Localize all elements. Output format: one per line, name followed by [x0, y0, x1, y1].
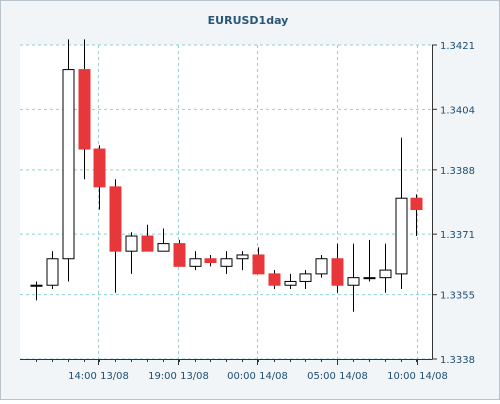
x-tick-label: 19:00 13/08: [148, 371, 209, 382]
candle-body-down: [93, 148, 106, 188]
candles: [30, 39, 423, 312]
candle-body-up: [315, 258, 328, 275]
candle-body-down: [252, 254, 265, 275]
candle: [315, 254, 328, 278]
candle: [331, 243, 344, 293]
candle-body-down: [268, 273, 281, 286]
candle: [268, 270, 281, 290]
y-tick-label: 1.3355: [440, 291, 475, 302]
candle: [284, 273, 297, 290]
candle-body-down: [78, 69, 91, 150]
candle-body-up: [220, 258, 233, 267]
candle-body-down: [204, 258, 217, 264]
candle: [347, 243, 360, 312]
candle: [395, 137, 408, 290]
candle: [93, 145, 106, 210]
candle: [78, 39, 91, 180]
candle: [379, 243, 392, 293]
x-tick-label: 00:00 14/08: [227, 371, 288, 382]
y-tick-label: 1.3388: [440, 166, 475, 177]
candle: [141, 224, 154, 252]
candle-body-up: [30, 284, 43, 287]
candle-body-up: [284, 280, 297, 286]
y-tick-label: 1.3338: [440, 355, 475, 366]
candle-body-up: [157, 243, 170, 252]
x-tick-label: 05:00 14/08: [307, 371, 368, 382]
candle-body-up: [46, 258, 59, 286]
candle-body-up: [299, 273, 312, 282]
candle: [410, 194, 423, 237]
candle: [109, 179, 122, 293]
candle-body-down: [410, 197, 423, 211]
candle: [236, 251, 249, 271]
y-tick-label: 1.3404: [440, 105, 475, 116]
candle: [189, 251, 202, 271]
candle-body-up: [363, 277, 376, 280]
candle-body-up: [125, 235, 138, 252]
y-tick-label: 1.3421: [440, 41, 475, 52]
candle-body-up: [62, 69, 75, 260]
candle: [62, 39, 75, 282]
candle-body-down: [141, 235, 154, 252]
axes: [20, 44, 437, 365]
candle: [220, 251, 233, 274]
candle-body-down: [109, 186, 122, 252]
candle: [173, 239, 186, 267]
candle: [125, 232, 138, 274]
y-axis-tick-labels: 1.3338 1.3355 1.3371 1.3388 1.3404 1.3421: [440, 41, 475, 366]
candle-body-up: [395, 197, 408, 275]
candle-body-up: [347, 277, 360, 286]
candle-body-down: [331, 258, 344, 286]
candle: [363, 239, 376, 282]
candle: [299, 270, 312, 290]
candle-body-up: [189, 258, 202, 267]
candle: [30, 281, 43, 301]
candle: [157, 228, 170, 252]
candle-body-up: [236, 254, 249, 260]
chart-title: EURUSD1day: [208, 14, 289, 27]
candle: [252, 247, 265, 275]
x-tick-label: 14:00 13/08: [68, 371, 129, 382]
x-axis-tick-labels: 14:00 13/08 19:00 13/08 00:00 14/08 05:00 1…: [68, 371, 448, 382]
candle-body-up: [379, 269, 392, 279]
y-tick-label: 1.3371: [440, 230, 475, 241]
x-tick-label: 10:00 14/08: [387, 371, 448, 382]
candle: [204, 254, 217, 267]
candle: [46, 251, 59, 290]
candle-body-down: [173, 243, 186, 267]
